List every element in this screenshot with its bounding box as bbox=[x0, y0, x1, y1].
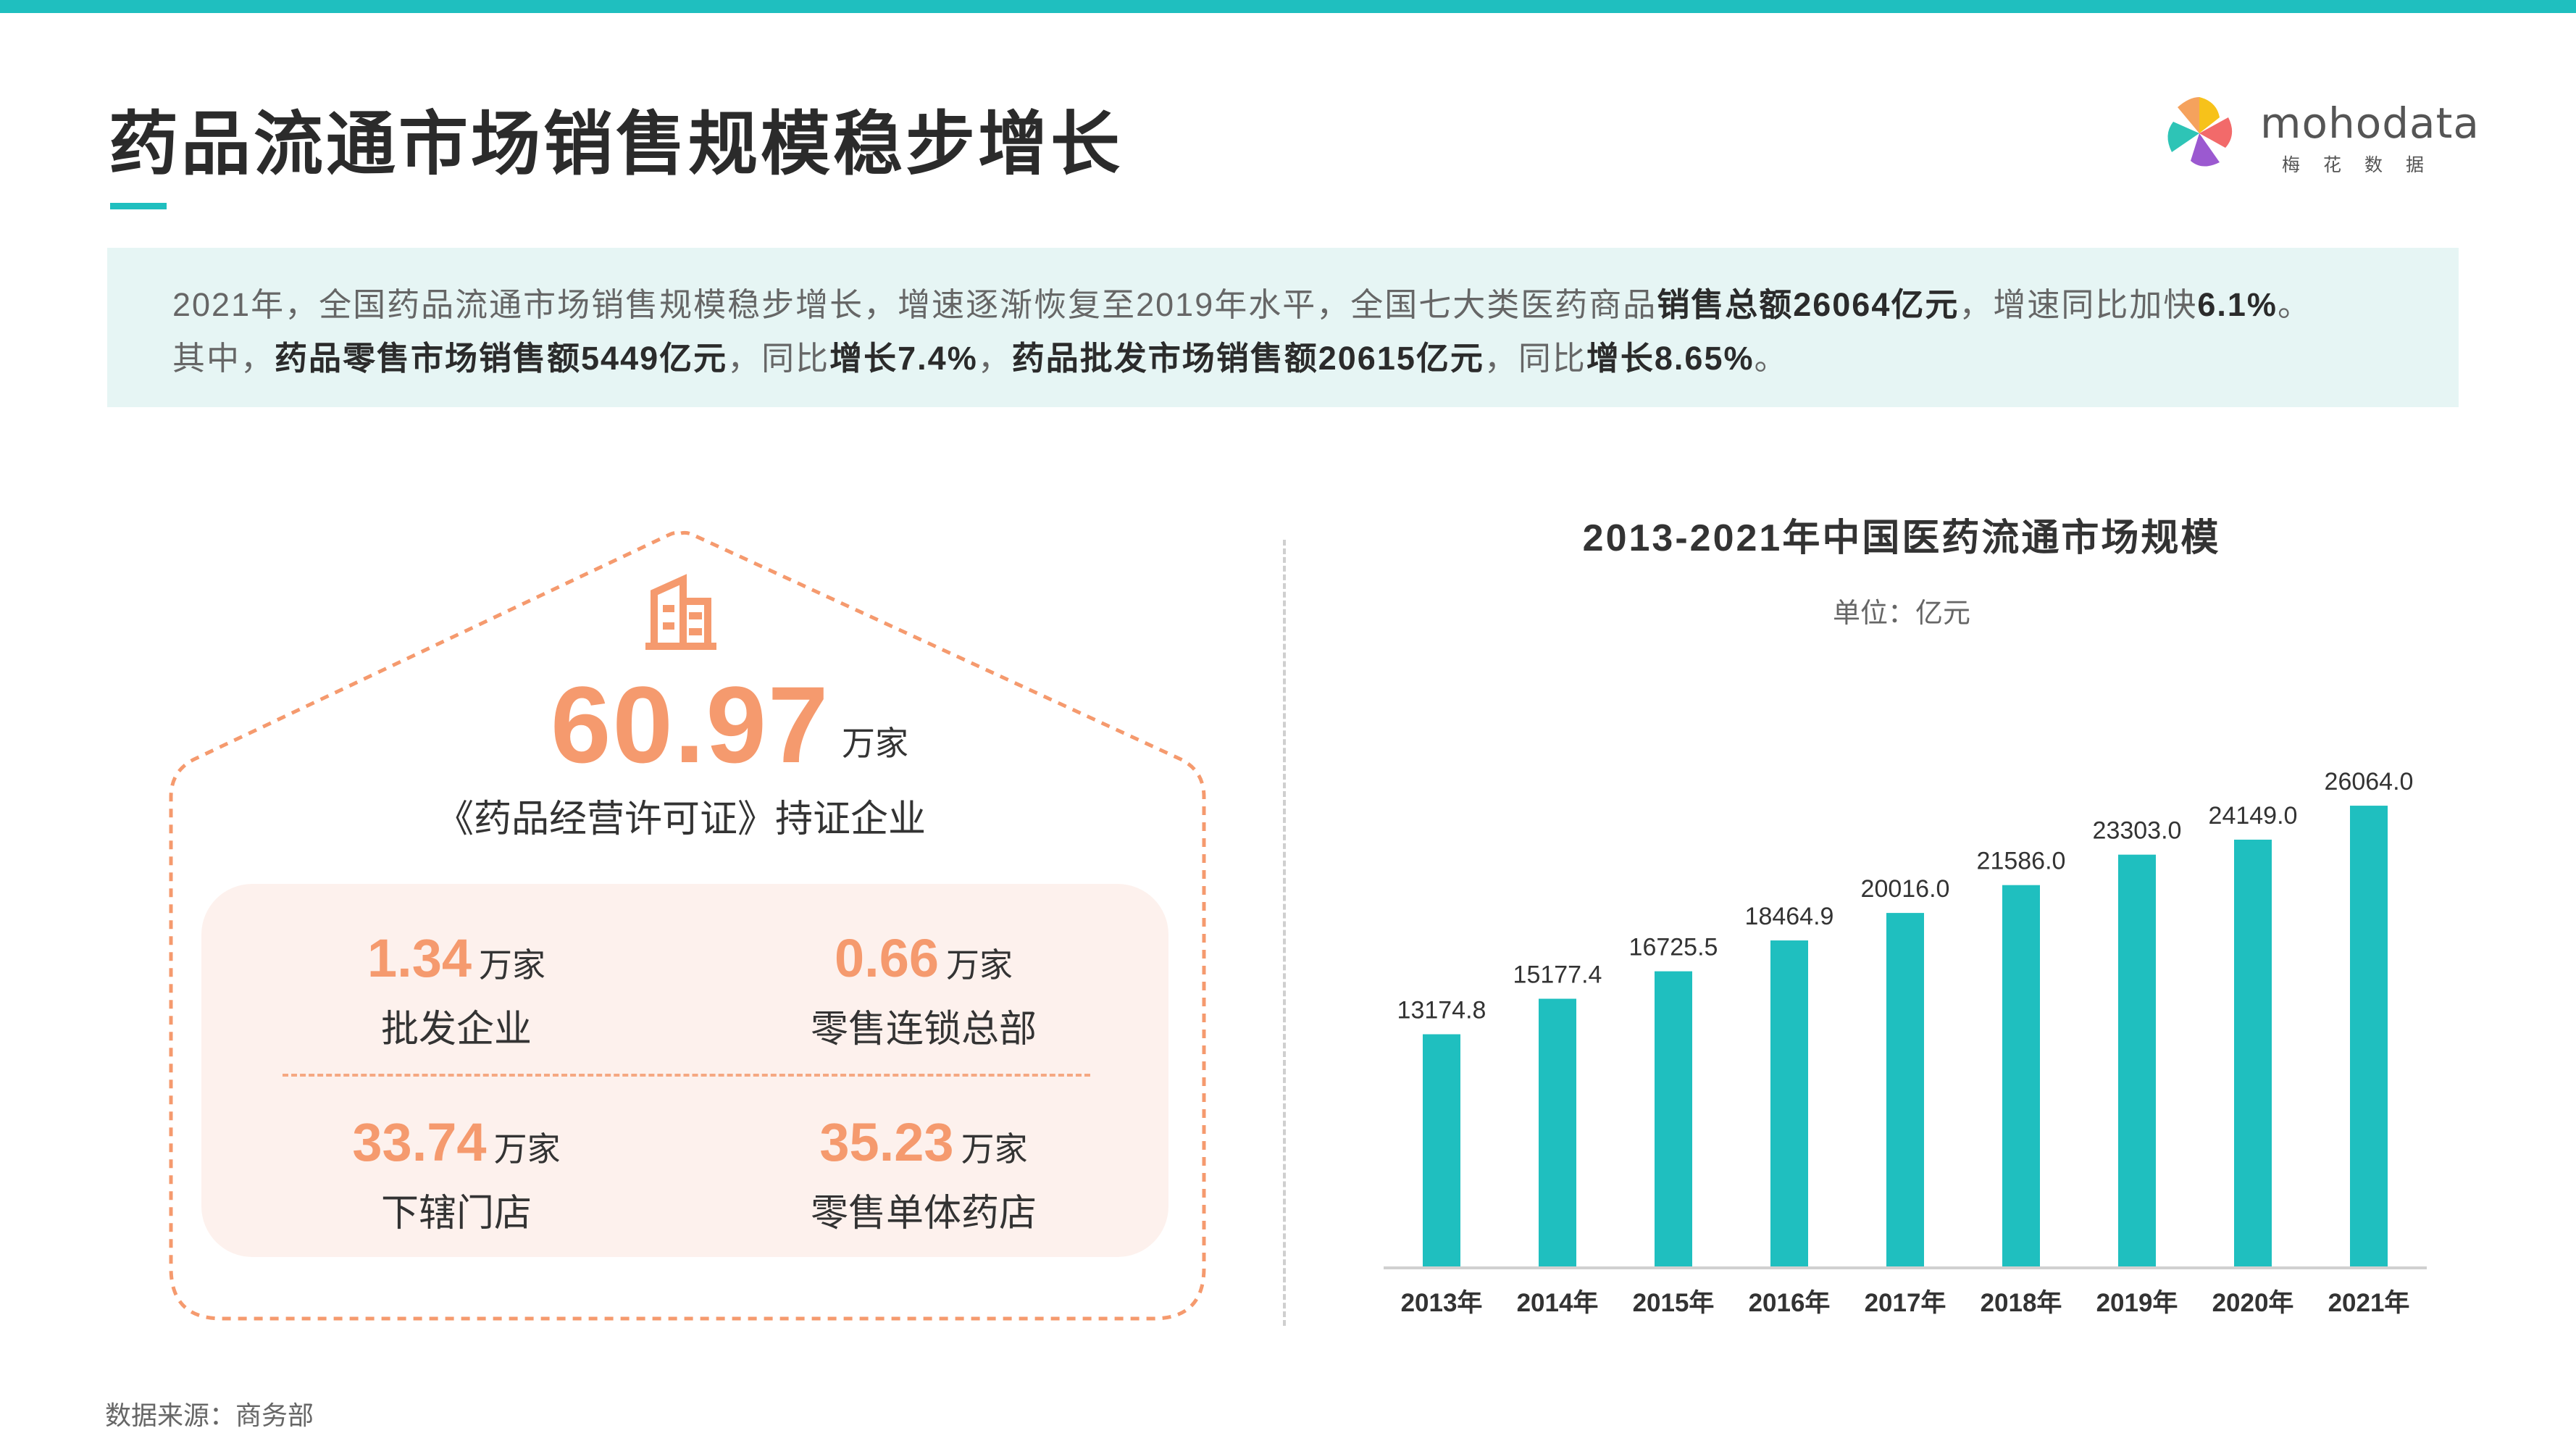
chart-title: 2013-2021年中国医药流通市场规模 bbox=[1582, 517, 2221, 559]
summary-text: 。 bbox=[2277, 286, 2312, 323]
x-tick-label: 2013年 bbox=[1401, 1289, 1483, 1317]
summary-line-2: 其中，药品零售市场销售额5449亿元，同比增长7.4%，药品批发市场销售额206… bbox=[172, 332, 2393, 385]
bar-2014年 bbox=[1539, 998, 1576, 1268]
logo-brand-text: mohodata bbox=[2260, 99, 2480, 148]
x-tick-label: 2019年 bbox=[2096, 1289, 2178, 1317]
summary-highlight: 销售总额26064亿元 bbox=[1657, 286, 1960, 323]
data-label: 24149.0 bbox=[2209, 802, 2298, 830]
licensed-enterprises-unit: 万家 bbox=[842, 724, 908, 762]
summary-highlight: 药品批发市场销售额20615亿元 bbox=[1011, 340, 1484, 377]
summary-text: ， bbox=[977, 340, 1012, 377]
summary-text: 2021年，全国药品流通市场销售规模稳步增长，增速逐渐恢复至2019年水平，全国… bbox=[172, 286, 1657, 323]
stats-divider bbox=[283, 1074, 1090, 1077]
summary-text: ，同比 bbox=[1484, 340, 1586, 377]
title-underline bbox=[110, 203, 167, 209]
bar-2019年 bbox=[2118, 854, 2156, 1268]
logo-sub-text: 梅花数据 bbox=[2282, 155, 2448, 175]
stat-label: 零售连锁总部 bbox=[810, 1009, 1037, 1051]
building-icon bbox=[645, 574, 716, 650]
bar-2017年 bbox=[1886, 913, 1924, 1268]
chart-unit-label: 单位：亿元 bbox=[1832, 598, 1970, 629]
licensed-enterprises-label: 《药品经营许可证》持证企业 bbox=[435, 798, 926, 840]
bar-2013年 bbox=[1423, 1034, 1460, 1268]
bar-2021年 bbox=[2350, 806, 2388, 1268]
data-source: 数据来源：商务部 bbox=[105, 1400, 314, 1430]
stat-chain-stores: 33.74 万家 下辖门店 bbox=[254, 1110, 659, 1237]
stat-value: 0.66 bbox=[834, 928, 940, 988]
x-tick-label: 2021年 bbox=[2328, 1289, 2410, 1317]
stat-single-pharmacies: 35.23 万家 零售单体药店 bbox=[721, 1110, 1126, 1237]
bar-2015年 bbox=[1655, 971, 1692, 1268]
data-label: 13174.8 bbox=[1397, 997, 1486, 1024]
data-label: 16725.5 bbox=[1629, 934, 1718, 961]
summary-text: 其中， bbox=[172, 340, 275, 377]
bar-2020年 bbox=[2234, 839, 2272, 1268]
pinwheel-logo-icon bbox=[2167, 97, 2233, 167]
section-divider bbox=[1283, 540, 1286, 1326]
stat-unit: 万家 bbox=[479, 946, 546, 984]
summary-line-1: 2021年，全国药品流通市场销售规模稳步增长，增速逐渐恢复至2019年水平，全国… bbox=[172, 278, 2393, 332]
summary-box: 2021年，全国药品流通市场销售规模稳步增长，增速逐渐恢复至2019年水平，全国… bbox=[107, 248, 2459, 407]
stats-box bbox=[201, 884, 1168, 1257]
summary-text: ，同比 bbox=[727, 340, 830, 377]
bar-2018年 bbox=[2002, 885, 2040, 1268]
data-label: 20016.0 bbox=[1861, 875, 1950, 903]
data-label: 18464.9 bbox=[1745, 903, 1834, 930]
summary-text: 。 bbox=[1754, 340, 1789, 377]
data-label: 23303.0 bbox=[2093, 817, 2182, 845]
summary-highlight: 6.1% bbox=[2197, 286, 2278, 323]
summary-highlight: 药品零售市场销售额5449亿元 bbox=[275, 340, 728, 377]
top-accent-bar bbox=[0, 0, 2576, 13]
data-label: 15177.4 bbox=[1513, 961, 1602, 989]
house-outline bbox=[169, 530, 1206, 1321]
market-size-bar-chart: 13174.8 2013年 15177.4 2014年 16725.5 2015年 1846… bbox=[1384, 768, 2427, 1317]
stat-label: 零售单体药店 bbox=[810, 1193, 1037, 1235]
data-label: 21586.0 bbox=[1977, 848, 2066, 875]
x-tick-label: 2014年 bbox=[1517, 1289, 1599, 1317]
x-tick-label: 2017年 bbox=[1865, 1289, 1946, 1317]
stat-value: 1.34 bbox=[367, 928, 472, 988]
x-tick-label: 2015年 bbox=[1633, 1289, 1715, 1317]
stat-retail-chain-hq: 0.66 万家 零售连锁总部 bbox=[721, 926, 1126, 1053]
stat-unit: 万家 bbox=[946, 946, 1013, 984]
stat-unit: 万家 bbox=[961, 1130, 1028, 1168]
summary-highlight: 增长7.4% bbox=[829, 340, 978, 377]
stat-label: 批发企业 bbox=[380, 1009, 532, 1051]
stat-label: 下辖门店 bbox=[380, 1193, 532, 1235]
x-tick-label: 2016年 bbox=[1749, 1289, 1831, 1317]
summary-highlight: 增长8.65% bbox=[1586, 340, 1755, 377]
x-tick-label: 2020年 bbox=[2212, 1289, 2294, 1317]
bar-2016年 bbox=[1770, 940, 1808, 1268]
page-title: 药品流通市场销售规模稳步增长 bbox=[109, 106, 1123, 183]
summary-text: ，增速同比加快 bbox=[1959, 286, 2198, 323]
data-label: 26064.0 bbox=[2325, 768, 2414, 796]
stat-wholesale: 1.34 万家 批发企业 bbox=[254, 926, 659, 1053]
stat-unit: 万家 bbox=[493, 1130, 561, 1168]
licensed-enterprises-value: 60.97 bbox=[551, 664, 830, 785]
stat-value: 33.74 bbox=[352, 1112, 487, 1172]
stat-value: 35.23 bbox=[819, 1112, 954, 1172]
x-tick-label: 2018年 bbox=[1981, 1289, 2062, 1317]
logo: mohodata 梅花数据 bbox=[2159, 93, 2479, 187]
